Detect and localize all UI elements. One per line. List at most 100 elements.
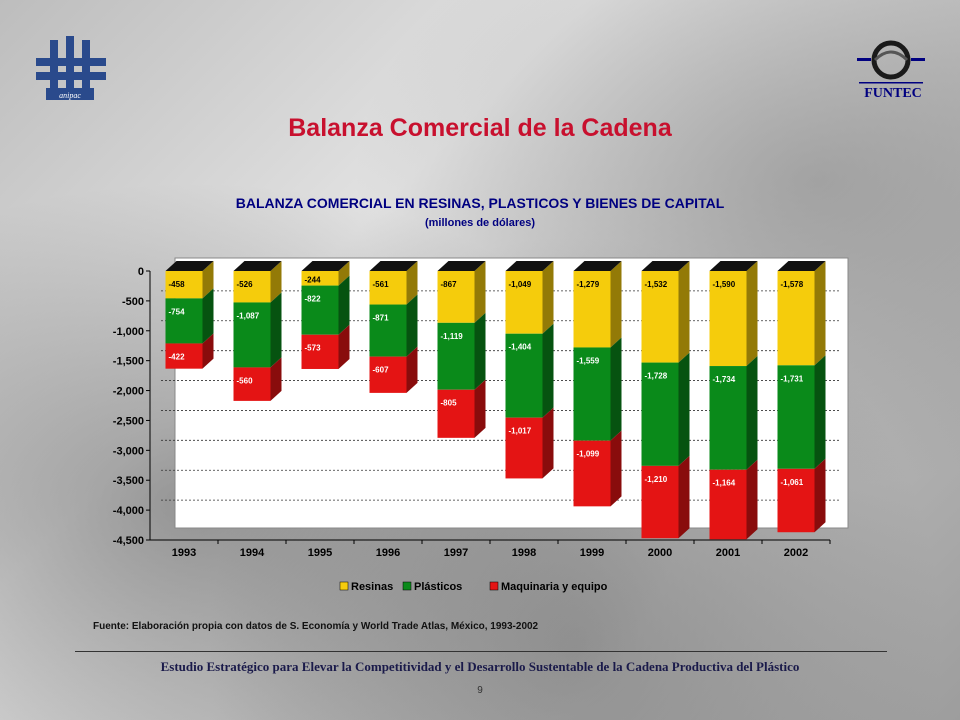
bar-side [678,455,690,539]
bar-side [814,458,826,533]
bar-side [202,288,214,344]
bar-segment [505,417,543,479]
bar-side [406,261,418,305]
data-label: -1,164 [713,479,736,488]
bar-segment [777,271,815,366]
bar-side [474,312,486,390]
data-label: -458 [169,280,186,289]
bar-segment [777,468,815,533]
bar-top [369,261,418,271]
data-label: -1,578 [781,280,804,289]
y-tick-label: -1,000 [113,326,144,338]
bar-top [505,261,554,271]
bar-side [542,261,554,334]
bar-side [406,294,418,357]
x-tick-label: 1995 [308,547,332,559]
bar-side [406,346,418,393]
funtec-logo-text: FUNTEC [864,86,922,101]
bar-segment [777,365,815,469]
data-label: -561 [373,280,390,289]
bar-segment [641,465,679,539]
y-tick-label: -3,000 [113,445,144,457]
x-tick-label: 1993 [172,547,196,559]
chart-title: BALANZA COMERCIAL EN RESINAS, PLASTICOS … [236,195,725,211]
bar-top [165,261,214,271]
y-tick-label: -500 [122,296,144,308]
bar-segment [573,440,611,507]
data-label: -805 [441,399,458,408]
data-label: -822 [305,295,322,304]
y-tick-label: -4,500 [113,535,144,547]
bar-segment [369,304,407,357]
y-tick-label: 0 [138,266,144,278]
data-label: -560 [237,376,254,385]
bar-segment [505,271,543,334]
data-label: -1,061 [781,478,804,487]
bar-segment [301,334,339,369]
data-label: -1,087 [237,311,260,320]
bar-segment [437,389,475,438]
data-label: -244 [305,275,322,284]
svg-text:anipac: anipac [59,91,81,100]
data-label: -1,210 [645,475,668,484]
x-tick-label: 2001 [716,547,740,559]
data-label: -867 [441,280,458,289]
bar-segment [301,285,339,335]
x-tick-label: 1994 [240,547,265,559]
bar-side [542,323,554,418]
bar-segment [709,271,747,367]
legend-swatch [402,581,412,591]
bar-segment [573,347,611,441]
bar-segment [505,333,543,418]
data-label: -526 [237,280,254,289]
bar-side [610,337,622,441]
x-tick-label: 2002 [784,547,808,559]
x-tick-label: 1999 [580,547,604,559]
source-note: Fuente: Elaboración propia con datos de … [93,621,539,632]
bar-side [270,261,282,303]
bar-top [573,261,622,271]
data-label: -871 [373,314,390,323]
bar-side [610,430,622,507]
data-label: -1,404 [509,343,532,352]
bar-top [437,261,486,271]
bar-segment [437,322,475,390]
data-label: -1,731 [781,374,804,383]
bar-segment [233,367,271,401]
y-tick-label: -1,500 [113,356,144,368]
bar-segment [165,298,203,344]
bar-segment [437,271,475,323]
bar-side [814,355,826,469]
x-tick-label: 1998 [512,547,536,559]
bar-segment [165,343,203,369]
bar-segment [369,271,407,305]
data-label: -1,119 [441,332,464,341]
bar-side [746,261,758,367]
bar-side [542,407,554,479]
funtec-logo [857,40,925,84]
page-number: 9 [477,685,483,696]
footer-text: Estudio Estratégico para Elevar la Compe… [160,659,800,674]
data-label: -422 [169,352,186,361]
legend-swatch [339,581,349,591]
bar-side [746,459,758,540]
footer-divider [75,651,887,652]
y-tick-label: -2,000 [113,386,144,398]
data-label: -607 [373,366,390,375]
bar-side [678,261,690,363]
bar-side [814,261,826,366]
bar-segment [709,366,747,470]
bar-side [610,261,622,348]
bar-side [202,261,214,299]
data-label: -1,017 [509,427,532,436]
chart-subtitle: (millones de dólares) [425,217,535,229]
bar-top [777,261,826,271]
bar-segment [641,362,679,466]
data-label: -573 [305,344,322,353]
data-label: -1,532 [645,280,668,289]
bar-top [301,261,350,271]
data-label: -1,049 [509,280,532,289]
legend-label: Maquinaria y equipo [501,581,608,593]
bar-segment [641,271,679,363]
x-tick-label: 2000 [648,547,672,559]
